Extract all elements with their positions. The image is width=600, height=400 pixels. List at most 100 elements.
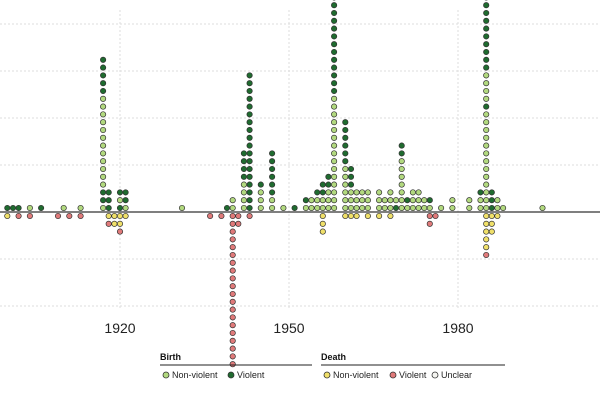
death-dot-1940-5	[229, 251, 236, 259]
birth-dot-1943-1	[246, 197, 253, 204]
death-dot-1921-0	[122, 212, 129, 220]
death-dot-1909-0	[54, 212, 62, 220]
birth-dot-1958-1	[331, 197, 338, 204]
birth-dot-1955-0	[314, 204, 321, 212]
birth-dot-1917-8	[100, 142, 107, 149]
birth-dot-1958-25	[331, 9, 338, 17]
death-dot-1920-2	[116, 228, 124, 235]
birth-dot-1917-2	[100, 189, 107, 196]
birth-dot-1945-1	[257, 197, 264, 204]
birth-dot-1943-16	[246, 80, 253, 87]
birth-dot-1955-2	[314, 189, 321, 196]
birth-dot-1954-0	[308, 204, 315, 212]
birth-dot-1917-10	[100, 126, 107, 134]
birth-dot-1970-6	[398, 158, 405, 165]
death-dot-1920-0	[116, 212, 124, 220]
birth-dot-1985-2	[483, 189, 490, 196]
death-dot-1940-11	[229, 298, 236, 305]
x-tick-label-1980: 1980	[442, 320, 473, 336]
death-dot-1966-0	[376, 212, 383, 220]
birth-dot-1917-17	[100, 72, 107, 79]
birth-dot-1945-0	[257, 204, 264, 212]
birth-dot-1943-15	[246, 87, 253, 95]
birth-dot-1982-0	[466, 204, 473, 212]
birth-dot-1985-16	[483, 80, 490, 87]
death-dot-1987-0	[494, 212, 501, 220]
death-dot-1961-0	[347, 212, 355, 220]
birth-dot-1917-5	[100, 165, 107, 173]
birth-dot-1961-2	[347, 189, 355, 196]
birth-dot-1957-3	[325, 181, 332, 188]
death-dot-1964-0	[364, 212, 371, 220]
birth-dot-1958-2	[331, 189, 338, 196]
birth-dot-1953-0	[302, 204, 309, 212]
birth-dot-1960-5	[342, 165, 349, 173]
legend-death-violent-label: Violent	[399, 370, 427, 380]
birth-dot-1985-5	[483, 165, 490, 173]
birth-dot-1979-1	[449, 197, 456, 204]
legend-birth-violent-swatch	[227, 371, 235, 379]
birth-dot-1917-18	[100, 64, 107, 71]
legend-death-title: Death	[321, 352, 346, 362]
birth-dot-1942-3	[240, 181, 247, 188]
birth-dot-1951-0	[291, 204, 298, 212]
birth-dot-1958-11	[331, 119, 338, 126]
birth-dot-1953-1	[302, 197, 309, 204]
birth-dot-1985-12	[483, 111, 490, 118]
birth-dot-1972-2	[409, 189, 416, 196]
birth-dot-1970-1	[398, 197, 405, 204]
birth-dot-1921-1	[122, 197, 129, 204]
birth-dot-1985-11	[483, 119, 490, 126]
death-dot-1960-0	[342, 212, 349, 220]
death-dot-1985-0	[483, 212, 490, 220]
birth-dot-1971-0	[404, 204, 411, 212]
gridlines	[0, 10, 600, 310]
birth-dot-1960-9	[342, 134, 349, 141]
birth-dot-1917-16	[100, 80, 107, 87]
death-dot-1940-4	[229, 244, 236, 251]
death-dot-1919-1	[111, 220, 118, 227]
birth-dot-1943-8	[246, 142, 253, 149]
death-dot-1975-0	[426, 212, 433, 220]
legend-death-violent-swatch	[389, 371, 397, 379]
birth-dot-1964-1	[364, 197, 371, 204]
birth-dot-1955-1	[314, 197, 321, 204]
birth-dot-1917-4	[100, 173, 107, 180]
birth-dot-1960-7	[342, 150, 349, 157]
legend-birth-title: Birth	[160, 352, 181, 362]
birth-dot-1961-3	[347, 181, 355, 188]
birth-dot-1918-2	[105, 189, 112, 196]
legend-birth: Birth Non-violent Violent	[160, 352, 312, 380]
death-dot-1940-0	[229, 212, 236, 220]
birth-dot-1970-7	[398, 150, 405, 157]
birth-dot-1942-5	[240, 165, 247, 173]
birth-dot-1968-0	[387, 204, 394, 212]
birth-dot-1917-19	[100, 56, 107, 63]
birth-dot-1960-10	[342, 126, 349, 134]
birth-dot-1960-1	[342, 197, 349, 204]
birth-dot-1917-6	[100, 158, 107, 165]
birth-dot-1974-1	[421, 197, 428, 204]
birth-dot-1985-14	[483, 95, 490, 102]
death-dot-1956-0	[319, 212, 326, 220]
birth-dot-1987-1	[494, 197, 501, 204]
birth-dot-1943-5	[246, 165, 253, 173]
birth-dot-1985-10	[483, 126, 490, 134]
death-dot-1956-2	[319, 228, 326, 235]
death-dot-1940-8	[229, 275, 236, 282]
birth-dot-1985-6	[483, 158, 490, 165]
birth-dot-1970-5	[398, 165, 405, 173]
birth-dot-1943-10	[246, 126, 253, 134]
birth-dot-1942-1	[240, 197, 247, 204]
birth-dot-1979-0	[449, 204, 456, 212]
birth-dot-1945-3	[257, 181, 264, 188]
birth-dot-1988-0	[500, 204, 507, 212]
death-dot-1913-0	[77, 212, 84, 220]
death-dot-1985-4	[483, 244, 490, 251]
x-axis-ticks: 1920 1950 1980	[104, 320, 473, 336]
birth-dot-1942-2	[240, 189, 247, 196]
birth-dot-1943-0	[246, 204, 253, 212]
birth-dot-1947-4	[269, 173, 276, 180]
death-dot-1940-13	[229, 314, 236, 321]
